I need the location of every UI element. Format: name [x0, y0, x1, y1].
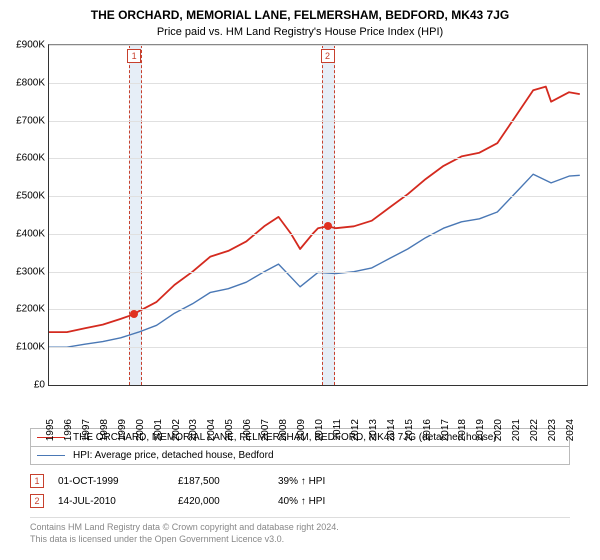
x-axis-label: 1997: [81, 419, 92, 441]
x-axis-label: 2024: [565, 419, 576, 441]
x-axis-label: 2018: [457, 419, 468, 441]
sale-row: 2 14-JUL-2010 £420,000 40% ↑ HPI: [30, 491, 570, 511]
marker-label-box: 2: [321, 49, 335, 63]
y-axis-label: £0: [34, 380, 45, 391]
sale-hpi-diff: 40% ↑ HPI: [278, 496, 368, 507]
sales-table: 1 01-OCT-1999 £187,500 39% ↑ HPI 2 14-JU…: [30, 471, 570, 511]
x-axis-label: 2007: [260, 419, 271, 441]
x-axis-label: 2000: [135, 419, 146, 441]
x-axis-label: 2019: [475, 419, 486, 441]
y-axis-label: £300K: [16, 266, 45, 277]
marker-dot: [324, 222, 332, 230]
chart-title: THE ORCHARD, MEMORIAL LANE, FELMERSHAM, …: [0, 0, 600, 22]
x-axis-label: 1999: [117, 419, 128, 441]
y-axis-label: £400K: [16, 228, 45, 239]
sale-price: £187,500: [178, 476, 278, 487]
footer: Contains HM Land Registry data © Crown c…: [30, 517, 570, 545]
x-axis-label: 2003: [188, 419, 199, 441]
x-axis-label: 2014: [386, 419, 397, 441]
sale-marker-box: 2: [30, 494, 44, 508]
series-line-hpi: [49, 174, 580, 347]
x-axis-label: 2013: [368, 419, 379, 441]
sale-date: 01-OCT-1999: [58, 476, 178, 487]
y-axis-label: £900K: [16, 40, 45, 51]
x-axis-label: 2022: [529, 419, 540, 441]
footer-line: Contains HM Land Registry data © Crown c…: [30, 522, 570, 534]
x-axis-label: 2010: [314, 419, 325, 441]
x-axis-label: 1996: [63, 419, 74, 441]
x-axis-label: 2017: [440, 419, 451, 441]
x-axis-label: 2011: [332, 419, 343, 441]
x-axis-label: 2021: [511, 419, 522, 441]
x-axis-label: 2001: [153, 419, 164, 441]
x-axis-label: 1995: [45, 419, 56, 441]
y-axis-label: £600K: [16, 153, 45, 164]
marker-dot: [130, 310, 138, 318]
x-axis-label: 2012: [350, 419, 361, 441]
sale-marker-box: 1: [30, 474, 44, 488]
footer-line: This data is licensed under the Open Gov…: [30, 534, 570, 546]
chart-subtitle: Price paid vs. HM Land Registry's House …: [0, 22, 600, 44]
y-axis-label: £500K: [16, 191, 45, 202]
sale-price: £420,000: [178, 496, 278, 507]
y-axis-label: £200K: [16, 304, 45, 315]
x-axis-label: 2023: [547, 419, 558, 441]
x-axis-label: 2005: [224, 419, 235, 441]
y-axis-label: £100K: [16, 342, 45, 353]
legend-item-hpi: HPI: Average price, detached house, Bedf…: [31, 446, 569, 464]
x-axis-label: 1998: [99, 419, 110, 441]
sale-hpi-diff: 39% ↑ HPI: [278, 476, 368, 487]
legend-swatch-hpi: [37, 455, 65, 456]
x-axis-label: 2016: [422, 419, 433, 441]
x-axis-label: 2020: [493, 419, 504, 441]
x-axis-label: 2009: [296, 419, 307, 441]
y-axis-label: £800K: [16, 77, 45, 88]
line-series-svg: [49, 45, 587, 385]
marker-label-box: 1: [127, 49, 141, 63]
sale-date: 14-JUL-2010: [58, 496, 178, 507]
x-axis-label: 2002: [171, 419, 182, 441]
x-axis-label: 2008: [278, 419, 289, 441]
plot-area: £0£100K£200K£300K£400K£500K£600K£700K£80…: [48, 44, 588, 386]
x-axis-label: 2004: [206, 419, 217, 441]
x-axis-label: 2015: [404, 419, 415, 441]
y-axis-label: £700K: [16, 115, 45, 126]
legend-label-hpi: HPI: Average price, detached house, Bedf…: [73, 450, 274, 461]
x-axis-label: 2006: [242, 419, 253, 441]
sale-row: 1 01-OCT-1999 £187,500 39% ↑ HPI: [30, 471, 570, 491]
chart-container: THE ORCHARD, MEMORIAL LANE, FELMERSHAM, …: [0, 0, 600, 560]
